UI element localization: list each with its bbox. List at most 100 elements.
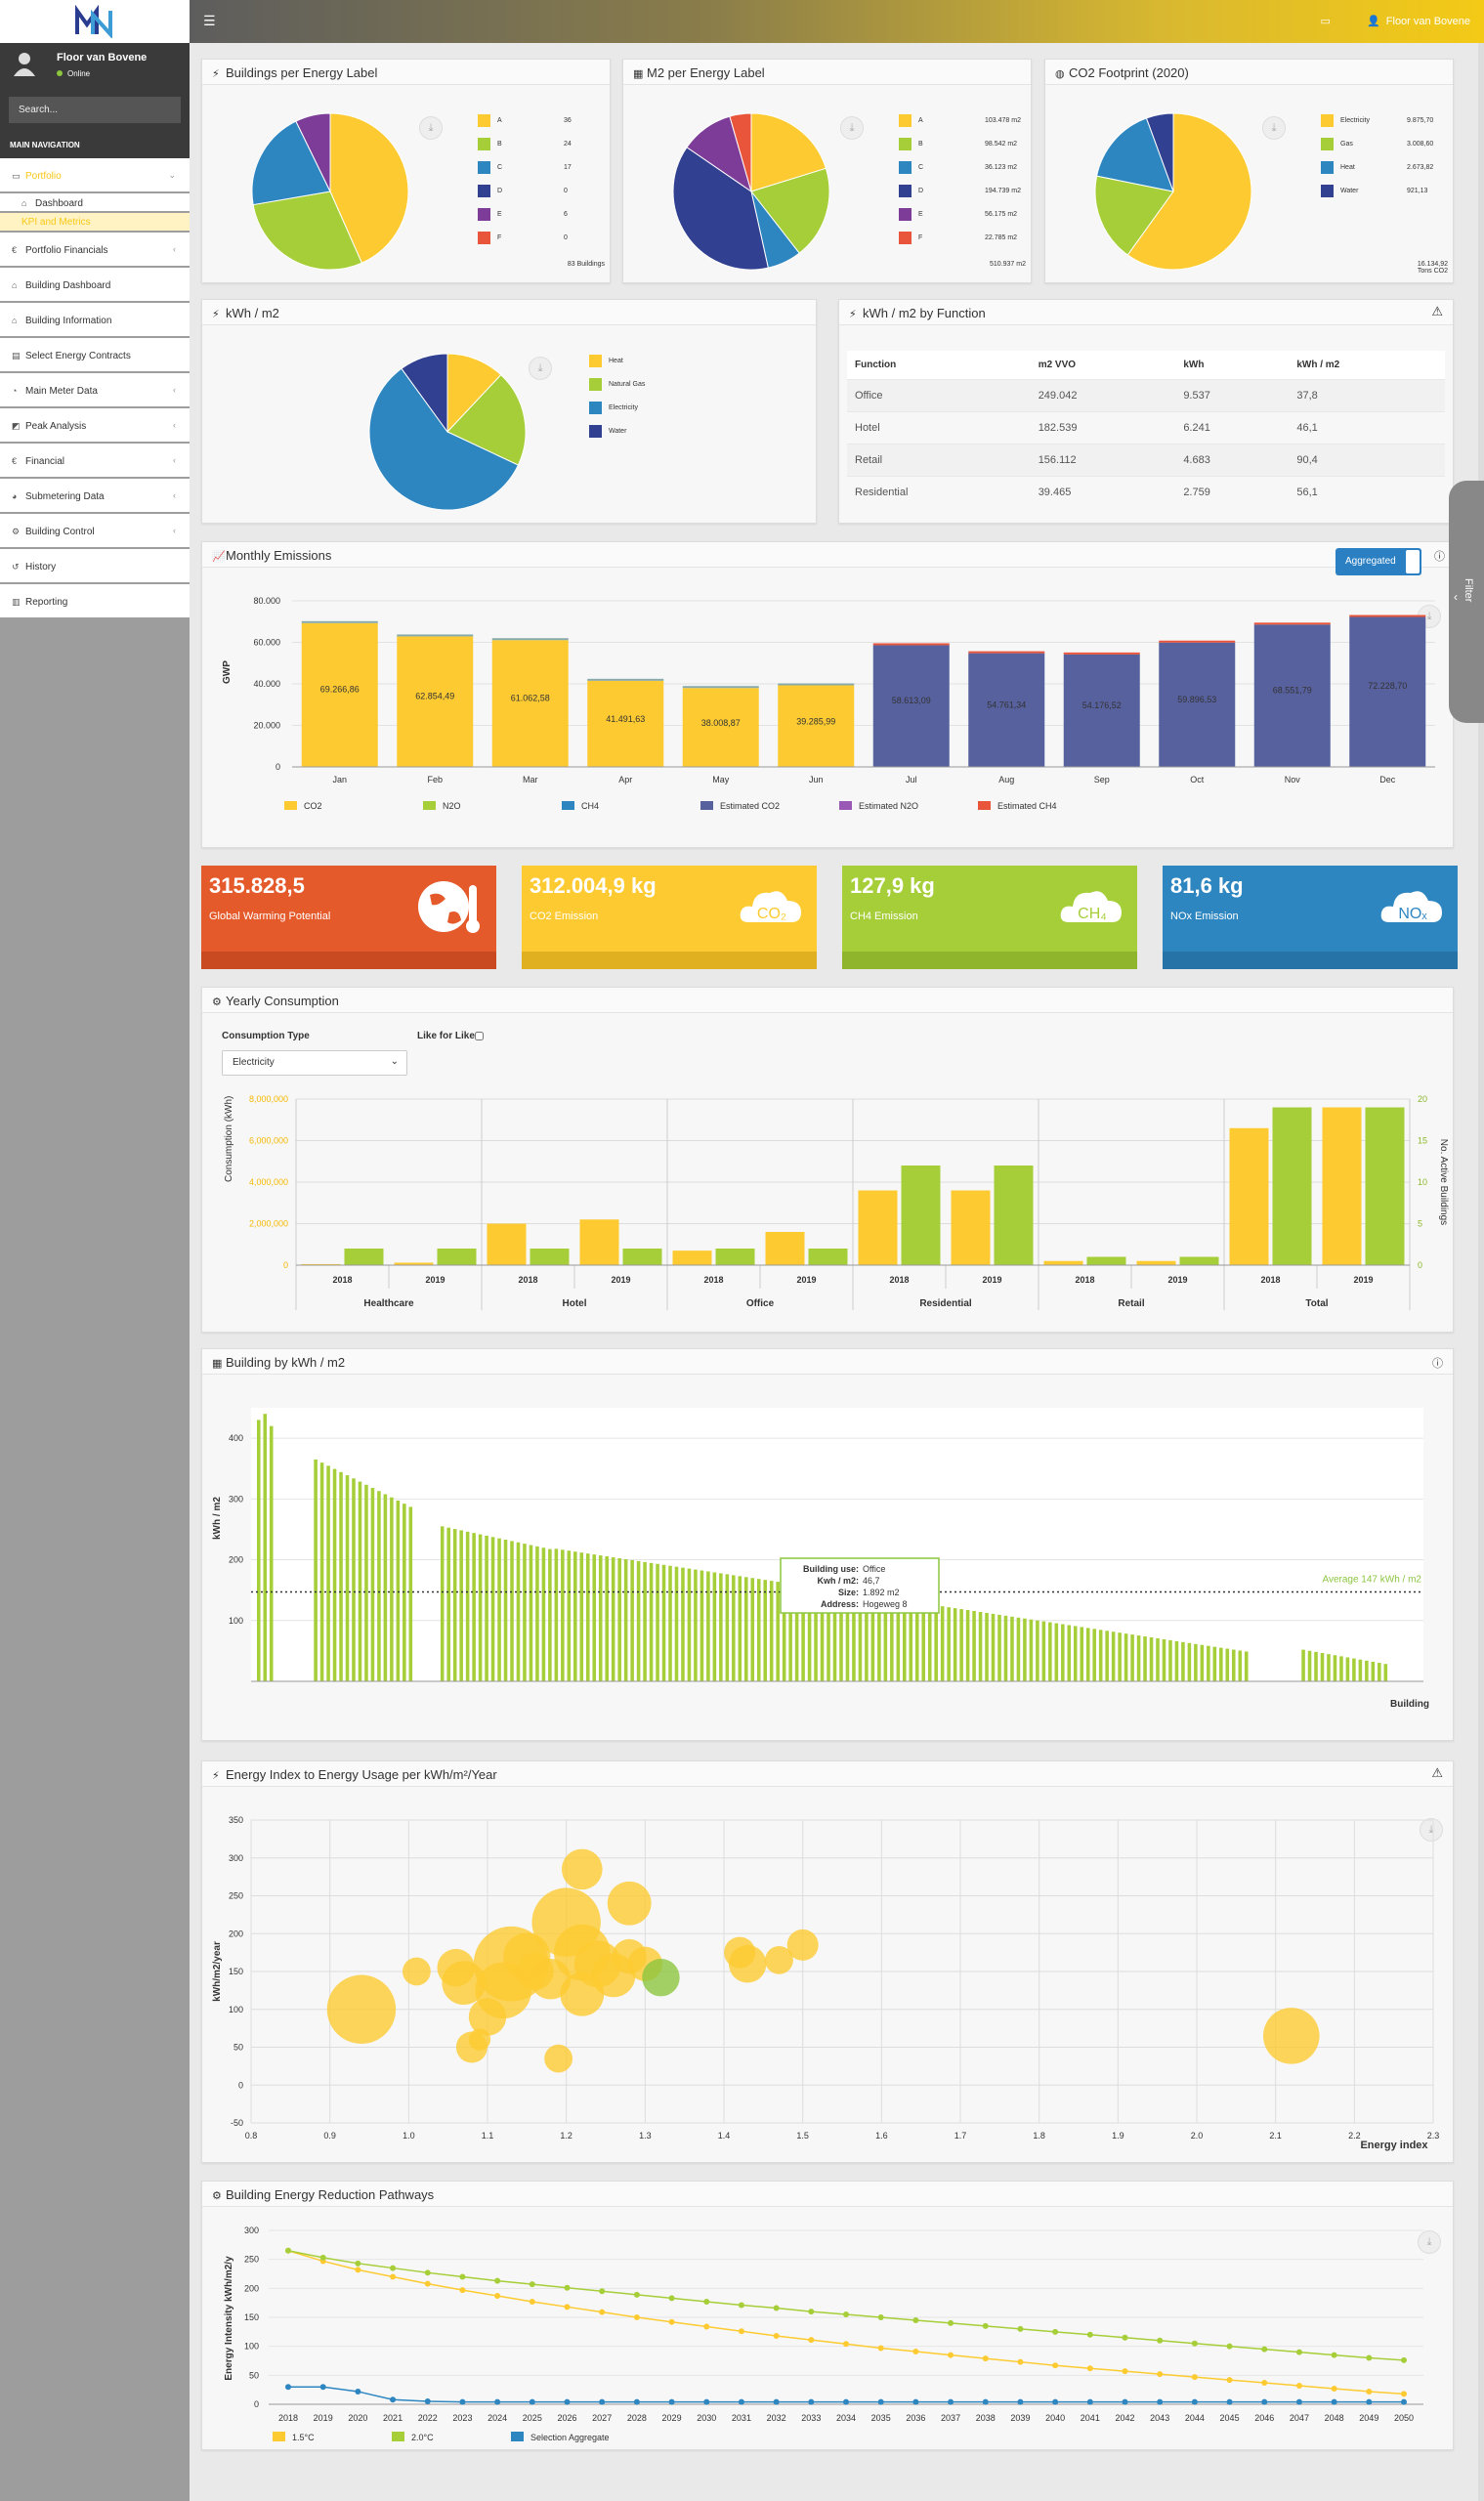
kpi-value: 127,9 kg bbox=[850, 873, 935, 898]
series-point bbox=[564, 2284, 571, 2291]
column-header[interactable]: kWh bbox=[1175, 351, 1290, 380]
menu-toggle-icon[interactable]: ☰ bbox=[203, 13, 216, 28]
nav-item-main-meter-data[interactable]: ◔ Main Meter Data ‹ bbox=[0, 373, 190, 408]
legend-item[interactable]: E 56.175 m2 bbox=[899, 208, 1026, 232]
consumption-bar bbox=[394, 1262, 434, 1265]
x-tick-label: 1.4 bbox=[718, 2131, 731, 2141]
table-row: Residential 39.465 2.759 56,1 bbox=[847, 476, 1445, 508]
legend-item[interactable]: Water bbox=[589, 425, 716, 448]
consumption-bar bbox=[1322, 1107, 1362, 1265]
info-icon[interactable]: ⓘ bbox=[1432, 1358, 1443, 1370]
download-icon[interactable]: ⤓ bbox=[840, 116, 864, 140]
nav-item-portfolio-financials[interactable]: € Portfolio Financials ‹ bbox=[0, 233, 190, 268]
nav-item-financial[interactable]: € Financial ‹ bbox=[0, 444, 190, 479]
legend-item[interactable]: B 98.542 m2 bbox=[899, 138, 1026, 161]
building-bar bbox=[1231, 1649, 1236, 1681]
kpi-tile[interactable]: 127,9 kg CH4 Emission CH₄ bbox=[842, 866, 1137, 969]
building-bar bbox=[681, 1567, 685, 1681]
series-point bbox=[1401, 2391, 1407, 2397]
x-tick-label: 2019 bbox=[611, 1275, 630, 1285]
group-label: Retail bbox=[1118, 1298, 1144, 1309]
x-tick-label: 2019 bbox=[982, 1275, 1001, 1285]
building-bar bbox=[1225, 1648, 1230, 1681]
series-point bbox=[1157, 2337, 1164, 2344]
nav-item-dashboard[interactable]: ⌂ Dashboard bbox=[0, 193, 190, 213]
logo[interactable] bbox=[0, 0, 190, 43]
kpi-tile[interactable]: 312.004,9 kg CO2 Emission CO₂ bbox=[522, 866, 817, 969]
like-for-like-checkbox[interactable] bbox=[474, 1031, 484, 1040]
legend-item[interactable]: Heat bbox=[589, 355, 716, 378]
aggregated-toggle[interactable]: Aggregated bbox=[1336, 548, 1421, 575]
legend-label: Heat bbox=[1340, 164, 1355, 171]
legend-item[interactable]: C 36.123 m2 bbox=[899, 161, 1026, 185]
legend-value: 22.785 m2 bbox=[985, 234, 1018, 241]
legend-item[interactable]: Water 921,13 bbox=[1321, 185, 1448, 208]
nav-item-peak-analysis[interactable]: ◩ Peak Analysis ‹ bbox=[0, 408, 190, 444]
toggle-label: Aggregated bbox=[1345, 556, 1396, 567]
tick-label: 200 bbox=[229, 1555, 243, 1565]
pie-total-block: 83 Buildings bbox=[546, 261, 605, 268]
legend-item[interactable]: Electricity bbox=[589, 402, 716, 425]
legend-item[interactable]: A 36 bbox=[478, 114, 605, 138]
search-input[interactable] bbox=[9, 97, 181, 123]
warning-icon[interactable]: ⚠ bbox=[1431, 1765, 1443, 1780]
nav-item-reporting[interactable]: ▥ Reporting bbox=[0, 584, 190, 619]
bolt-icon: ⚡ bbox=[212, 309, 220, 320]
legend-item[interactable]: F 22.785 m2 bbox=[899, 232, 1026, 255]
warning-icon[interactable]: ⚠ bbox=[1431, 304, 1443, 318]
kpi-tile[interactable]: 315.828,5 Global Warming Potential bbox=[201, 866, 496, 969]
y-tick-label: 150 bbox=[244, 2312, 259, 2322]
legend-item[interactable]: Natural Gas bbox=[589, 378, 716, 402]
legend-swatch bbox=[899, 232, 912, 244]
table-cell: Hotel bbox=[847, 411, 1031, 445]
legend-swatch bbox=[478, 161, 490, 174]
consumption-type-select[interactable]: Electricity ⌄ bbox=[222, 1050, 407, 1076]
kpi-footer-bar bbox=[842, 952, 1137, 969]
legend-item[interactable]: C 17 bbox=[478, 161, 605, 185]
legend-item[interactable]: Electricity 9.875,70 bbox=[1321, 114, 1448, 138]
download-icon[interactable]: ⤓ bbox=[1262, 116, 1286, 140]
nav-item-history[interactable]: ↺ History bbox=[0, 549, 190, 584]
nav-item-building-information[interactable]: ⌂ Building Information bbox=[0, 303, 190, 338]
user-menu[interactable]: 👤 Floor van Bovene bbox=[1367, 16, 1470, 27]
legend-swatch bbox=[899, 208, 912, 221]
download-icon[interactable]: ⤓ bbox=[1418, 2230, 1441, 2254]
download-icon[interactable]: ⤓ bbox=[529, 357, 552, 380]
building-bar bbox=[1111, 1632, 1116, 1681]
nav-item-portfolio[interactable]: ▭ Portfolio ⌄ bbox=[0, 158, 190, 193]
column-header[interactable]: kWh / m2 bbox=[1289, 351, 1445, 380]
series-point bbox=[1086, 2331, 1093, 2338]
legend-item[interactable]: Gas 3.008,60 bbox=[1321, 138, 1448, 161]
nav-item-building-dashboard[interactable]: ⌂ Building Dashboard bbox=[0, 268, 190, 303]
building-bar bbox=[674, 1566, 679, 1681]
download-icon[interactable]: ⤓ bbox=[419, 116, 443, 140]
filter-panel-toggle[interactable]: Filter ‹ bbox=[1449, 481, 1484, 723]
chevron-down-icon: ⌄ bbox=[390, 1056, 399, 1067]
column-header[interactable]: m2 VVO bbox=[1030, 351, 1176, 380]
legend-item[interactable]: B 24 bbox=[478, 138, 605, 161]
legend-item[interactable]: Heat 2.673,82 bbox=[1321, 161, 1448, 185]
scatter-point bbox=[326, 1974, 397, 2044]
kpi-tile[interactable]: 81,6 kg NOx Emission NOₓ bbox=[1163, 866, 1458, 969]
nav-item-select-energy-contracts[interactable]: ▤ Select Energy Contracts bbox=[0, 338, 190, 373]
nav-item-building-control[interactable]: ⚙ Building Control ‹ bbox=[0, 514, 190, 549]
y-tick-label: 250 bbox=[229, 1891, 243, 1901]
nav-item-submetering-data[interactable]: ◕ Submetering Data ‹ bbox=[0, 479, 190, 514]
tick-label: 80.000 bbox=[253, 596, 280, 606]
notifications-icon[interactable]: ▭4 bbox=[1320, 16, 1331, 27]
legend-item[interactable]: A 103.478 m2 bbox=[899, 114, 1026, 138]
info-icon[interactable]: ⓘ bbox=[1434, 551, 1445, 563]
legend-swatch bbox=[1321, 161, 1334, 174]
x-tick-label: 2047 bbox=[1290, 2413, 1309, 2423]
bar-feb bbox=[397, 636, 474, 767]
building-bar bbox=[694, 1569, 698, 1681]
legend-item[interactable]: D 194.739 m2 bbox=[899, 185, 1026, 208]
download-icon[interactable]: ⤓ bbox=[1420, 1818, 1443, 1842]
column-header[interactable]: Function bbox=[847, 351, 1031, 380]
nav-item-kpi-and-metrics[interactable]: KPI and Metrics bbox=[0, 213, 190, 233]
y-axis-label: Consumption (kWh) bbox=[224, 1096, 234, 1182]
scrollbar[interactable] bbox=[1478, 43, 1484, 2501]
